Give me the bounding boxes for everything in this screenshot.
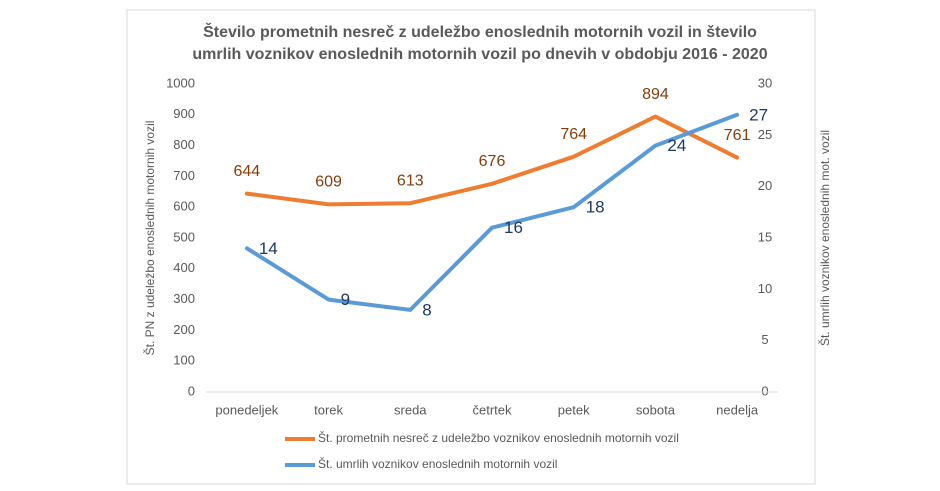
y-tick-label: 400	[173, 260, 195, 275]
y-tick-label: 300	[173, 291, 195, 306]
legend-label: Št. umrlih voznikov enoslednih motornih …	[318, 456, 557, 471]
x-tick-label: torek	[314, 402, 343, 417]
y2-tick-label: 5	[761, 332, 768, 347]
data-label: 676	[479, 153, 506, 170]
legend-label: Št. prometnih nesreč z udeležbo voznikov…	[318, 430, 679, 445]
data-label: 613	[397, 172, 424, 189]
x-tick-label: ponedeljek	[215, 402, 278, 417]
y2-tick-label: 30	[758, 75, 772, 90]
data-label: 894	[642, 86, 669, 103]
data-label: 8	[422, 300, 431, 319]
y-tick-label: 900	[173, 106, 195, 121]
x-tick-label: sobota	[636, 402, 676, 417]
data-label: 761	[724, 127, 751, 144]
y-tick-label: 0	[188, 383, 195, 398]
y2-tick-label: 0	[761, 383, 768, 398]
y-tick-label: 700	[173, 168, 195, 183]
data-label: 18	[586, 198, 605, 217]
chart-title: umrlih voznikov enoslednih motornih vozi…	[192, 46, 767, 63]
y-axis-label: Št. PN z udeležbo enoslednih motornih vo…	[142, 121, 157, 356]
y2-axis-label: Št. umrlih voznikov enoslednih mot. vozi…	[817, 130, 832, 346]
x-tick-label: nedelja	[716, 402, 759, 417]
data-label: 16	[504, 218, 523, 237]
y2-tick-label: 20	[758, 178, 772, 193]
y-tick-label: 500	[173, 229, 195, 244]
data-label: 24	[667, 136, 686, 155]
x-tick-label: sreda	[394, 402, 427, 417]
y-tick-label: 100	[173, 353, 195, 368]
chart-title: Število prometnih nesreč z udeležbo enos…	[203, 22, 757, 41]
data-label: 14	[259, 239, 278, 258]
data-label: 764	[560, 126, 587, 143]
series-line	[244, 114, 740, 207]
x-tick-label: četrtek	[472, 402, 512, 417]
y-tick-label: 800	[173, 137, 195, 152]
series-line	[244, 112, 740, 312]
data-label: 9	[341, 290, 350, 309]
data-label: 644	[234, 163, 261, 180]
y2-tick-label: 10	[758, 281, 772, 296]
data-label: 609	[315, 174, 342, 191]
y2-tick-label: 25	[758, 127, 772, 142]
y2-tick-label: 15	[758, 229, 772, 244]
y-tick-label: 1000	[166, 75, 195, 90]
y-tick-label: 600	[173, 199, 195, 214]
y-tick-label: 200	[173, 322, 195, 337]
x-tick-label: petek	[558, 402, 590, 417]
data-label: 27	[749, 105, 768, 124]
